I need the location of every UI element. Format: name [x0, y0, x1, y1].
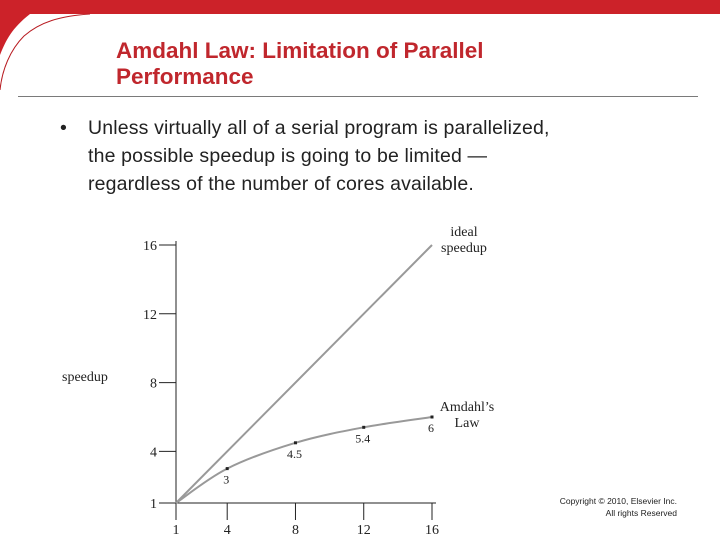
data-point-marker — [362, 425, 366, 429]
copyright-notice: Copyright © 2010, Elsevier Inc. All righ… — [500, 495, 677, 519]
data-point-marker — [293, 441, 297, 445]
series-line-ideal-speedup — [175, 244, 433, 504]
corner-band — [0, 0, 720, 90]
x-tick-label: 4 — [224, 523, 231, 538]
series-line-amdahls-law — [175, 416, 433, 504]
copyright-line-1: Copyright © 2010, Elsevier Inc. — [559, 496, 677, 506]
bullet-line-2: the possible speedup is going to be limi… — [88, 145, 488, 167]
bullet-line-3: regardless of the number of cores availa… — [88, 173, 474, 195]
x-tick-label: 12 — [357, 523, 371, 538]
x-tick-label: 8 — [292, 523, 299, 538]
y-tick-label: 8 — [150, 377, 157, 392]
corner-band-shadow — [0, 13, 91, 91]
series-label-amdahls-law: Amdahl’s — [440, 400, 494, 415]
bullet-marker: • — [60, 117, 67, 139]
copyright-line-2: All rights Reserved — [605, 508, 677, 518]
data-point-label: 6 — [428, 421, 434, 435]
data-point-marker — [430, 415, 434, 419]
x-tick-label: 1 — [173, 523, 180, 538]
slide-title: Amdahl Law: Limitation of Parallel Perfo… — [116, 38, 676, 90]
title-line-2: Performance — [116, 64, 254, 89]
series-label-amdahls-law: Law — [455, 416, 481, 431]
series-label-ideal-speedup: speedup — [441, 241, 487, 256]
y-axis-label: speedup — [62, 370, 108, 385]
title-divider — [18, 96, 698, 97]
x-tick-label: 16 — [425, 523, 439, 538]
series-label-ideal-speedup: ideal — [450, 225, 477, 240]
y-tick-label: 1 — [150, 497, 157, 512]
data-point-label: 4.5 — [287, 447, 302, 461]
title-line-1: Amdahl Law: Limitation of Parallel — [116, 38, 484, 63]
data-point-label: 5.4 — [355, 431, 370, 445]
bullet-text: Unless virtually all of a serial program… — [88, 114, 688, 198]
data-point-label: 3 — [223, 473, 229, 487]
data-point-marker — [225, 467, 229, 471]
y-tick-label: 12 — [143, 308, 157, 323]
y-tick-label: 16 — [143, 239, 157, 254]
bullet-line-1: Unless virtually all of a serial program… — [88, 117, 550, 139]
y-tick-label: 4 — [150, 445, 157, 460]
